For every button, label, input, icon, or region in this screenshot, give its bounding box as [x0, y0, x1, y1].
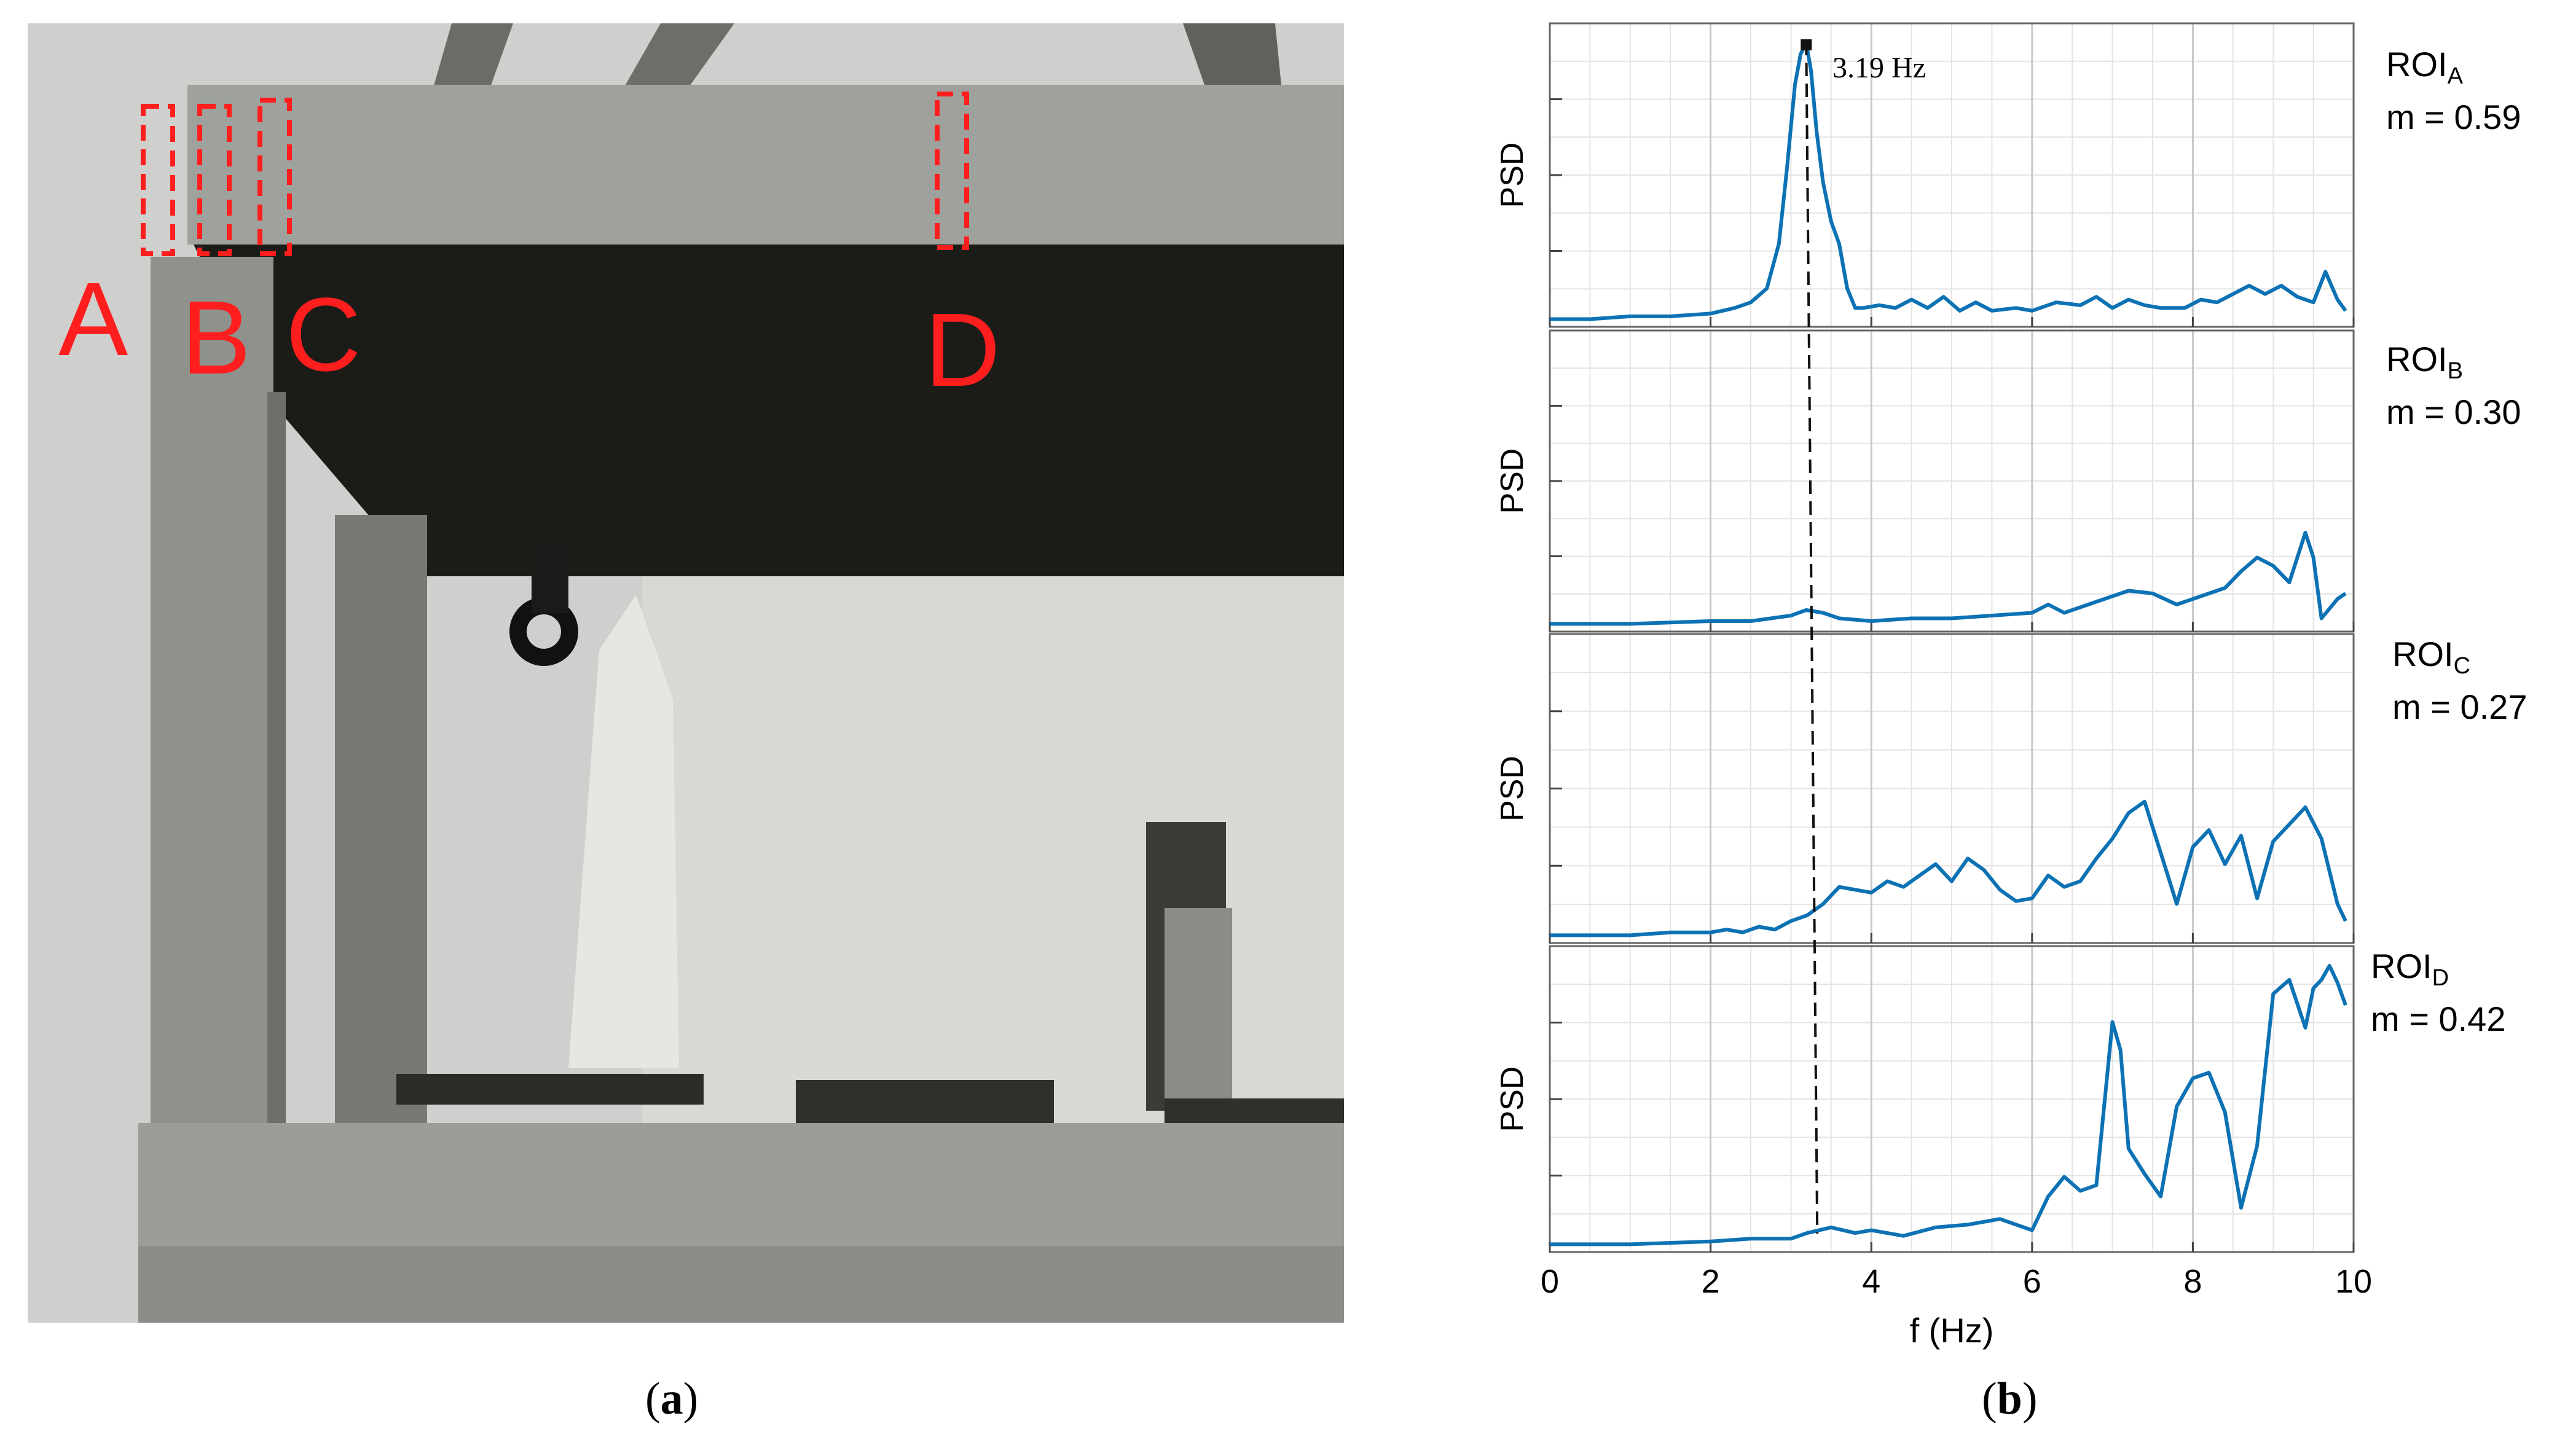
roi-box-a — [141, 104, 175, 256]
roi-b-name: ROI — [2386, 340, 2448, 378]
y-axis-label: PSD — [1495, 448, 1530, 514]
panel-a-caption: (a) — [645, 1374, 699, 1424]
psd-subplot-a: PSD — [1495, 22, 2355, 328]
psd-subplot-b: PSD — [1495, 329, 2355, 633]
y-axis-label: PSD — [1495, 756, 1530, 821]
roi-label-d: ROID m = 0.42 — [2371, 946, 2505, 1039]
psd-series-a — [1550, 41, 2347, 321]
roi-c-name: ROI — [2392, 635, 2454, 673]
roi-box-d — [935, 92, 969, 250]
roi-letter-b: B — [181, 280, 251, 396]
roi-label-c: ROIC m = 0.27 — [2392, 634, 2527, 727]
roi-a-sub: A — [2447, 63, 2463, 90]
roi-d-sub: D — [2432, 965, 2449, 992]
roi-a-name: ROI — [2386, 45, 2448, 84]
roi-a-m: m = 0.59 — [2386, 98, 2521, 137]
roi-label-a: ROIA m = 0.59 — [2386, 44, 2521, 137]
psd-subplot-d: PSD — [1495, 945, 2355, 1253]
roi-letter-c: C — [286, 276, 361, 393]
psd-subplot-c: PSD — [1495, 633, 2355, 944]
psd-series-b — [1550, 531, 2347, 626]
roi-box-c — [257, 98, 292, 256]
roi-b-m: m = 0.30 — [2386, 393, 2521, 432]
y-axis-label: PSD — [1495, 143, 1530, 208]
structure-photo: A B C D — [28, 23, 1344, 1323]
roi-label-b: ROIB m = 0.30 — [2386, 339, 2521, 432]
peak-marker — [1801, 39, 1812, 50]
y-axis-label: PSD — [1495, 1067, 1530, 1132]
x-tick-label: 0 — [1541, 1263, 1559, 1300]
roi-letter-d: D — [925, 292, 1000, 409]
psd-series-c — [1550, 799, 2347, 937]
reference-line — [1805, 41, 1819, 1234]
roi-d-name: ROI — [2371, 947, 2432, 985]
psd-series-d — [1550, 964, 2347, 1247]
x-tick-label: 2 — [1702, 1263, 1720, 1300]
panel-b-caption: (b) — [1982, 1374, 2038, 1424]
roi-d-m: m = 0.42 — [2371, 1000, 2506, 1039]
x-tick-label: 4 — [1862, 1263, 1880, 1300]
x-tick-label: 8 — [2183, 1263, 2202, 1300]
x-axis-label: f (Hz) — [1910, 1311, 1994, 1350]
x-tick-label: 10 — [2335, 1263, 2372, 1300]
roi-c-sub: C — [2453, 653, 2471, 679]
peak-annotation: 3.19 Hz — [1832, 52, 1926, 84]
roi-b-sub: B — [2447, 358, 2463, 385]
roi-c-m: m = 0.27 — [2392, 687, 2528, 727]
x-tick-label: 6 — [2023, 1263, 2041, 1300]
roi-letter-a: A — [58, 261, 128, 378]
roi-box-b — [197, 104, 232, 256]
